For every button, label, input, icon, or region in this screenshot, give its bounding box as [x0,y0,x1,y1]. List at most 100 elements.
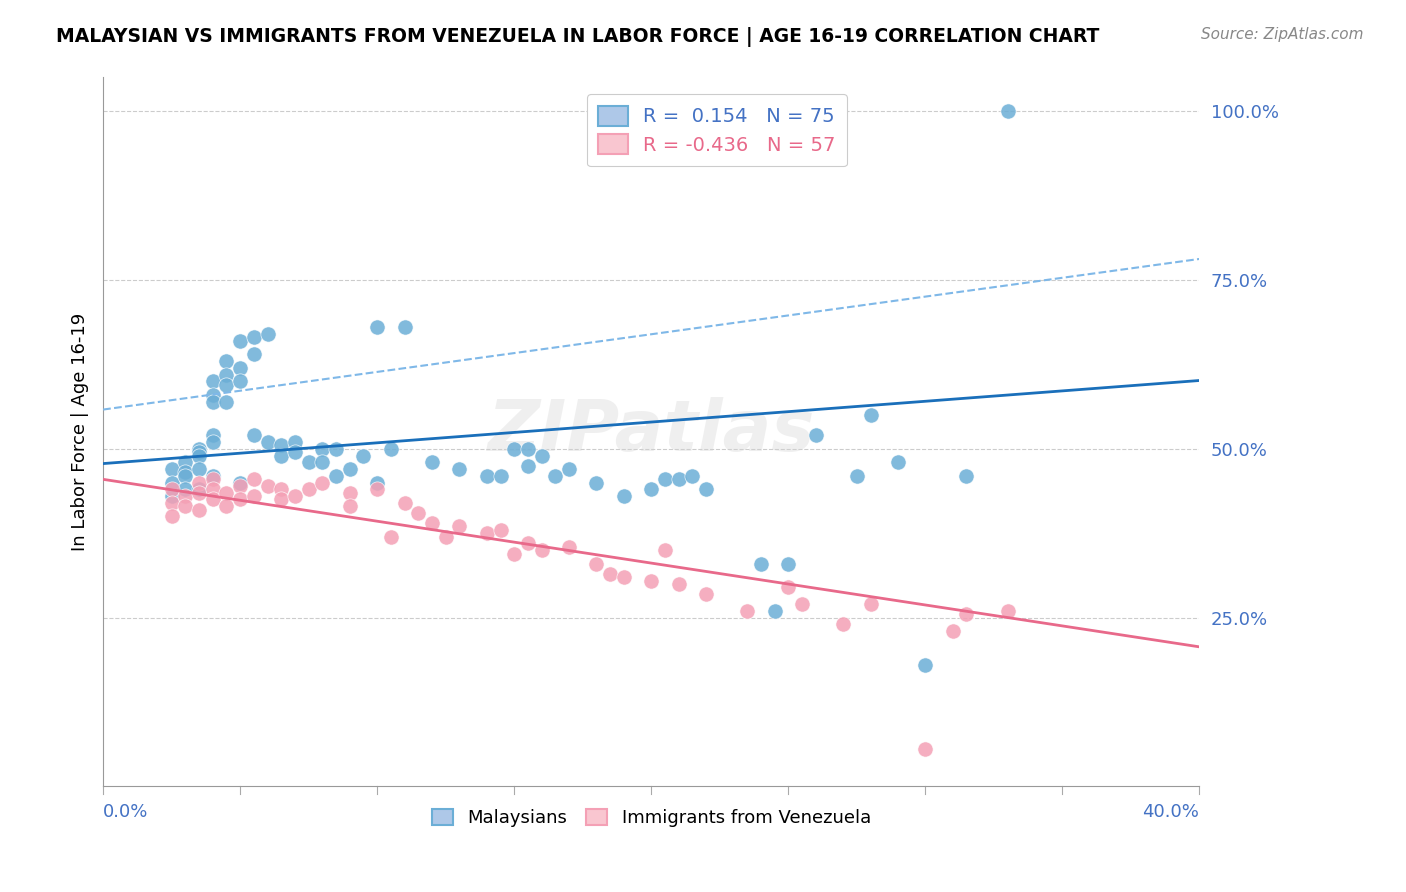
Point [955,607,977,622]
Point [530,449,553,463]
Point [366,483,388,497]
Point [859,408,882,422]
Point [640,574,662,588]
Point [585,557,607,571]
Point [229,334,252,348]
Point [229,475,252,490]
Point [256,435,278,450]
Point [516,536,538,550]
Point [516,442,538,456]
Point [201,435,224,450]
Point [997,104,1019,119]
Point [516,458,538,473]
Point [325,468,347,483]
Point [380,530,402,544]
Text: MALAYSIAN VS IMMIGRANTS FROM VENEZUELA IN LABOR FORCE | AGE 16-19 CORRELATION CH: MALAYSIAN VS IMMIGRANTS FROM VENEZUELA I… [56,27,1099,46]
Point [942,624,965,639]
Point [763,604,786,618]
Point [201,492,224,507]
Point [215,485,238,500]
Point [284,489,307,503]
Point [229,360,252,375]
Point [201,472,224,486]
Point [188,475,211,490]
Point [914,657,936,672]
Point [325,442,347,456]
Point [215,377,238,392]
Point [380,442,402,456]
Text: 40.0%: 40.0% [1143,803,1199,821]
Point [311,455,333,469]
Point [270,449,292,463]
Point [243,428,266,442]
Point [845,468,868,483]
Point [695,483,717,497]
Point [434,530,457,544]
Point [859,597,882,611]
Legend: Malaysians, Immigrants from Venezuela: Malaysians, Immigrants from Venezuela [425,802,879,834]
Text: Source: ZipAtlas.com: Source: ZipAtlas.com [1201,27,1364,42]
Point [558,462,581,476]
Point [778,580,800,594]
Point [339,485,361,500]
Point [735,604,758,618]
Point [654,472,676,486]
Point [353,449,375,463]
Point [558,540,581,554]
Point [681,468,703,483]
Point [160,509,183,524]
Point [585,475,607,490]
Point [188,442,211,456]
Point [997,604,1019,618]
Point [188,485,211,500]
Point [160,483,183,497]
Point [256,326,278,341]
Point [695,587,717,601]
Point [256,479,278,493]
Point [475,526,498,541]
Point [188,462,211,476]
Point [311,442,333,456]
Point [530,543,553,558]
Point [215,354,238,368]
Point [284,435,307,450]
Point [887,455,910,469]
Point [188,449,211,463]
Point [832,617,855,632]
Point [613,489,636,503]
Point [215,368,238,382]
Point [174,489,197,503]
Point [215,394,238,409]
Text: 0.0%: 0.0% [103,803,149,821]
Point [640,483,662,497]
Point [160,489,183,503]
Point [955,468,977,483]
Point [201,388,224,402]
Point [201,394,224,409]
Point [174,466,197,480]
Point [544,468,567,483]
Text: ZIPatlas: ZIPatlas [488,398,815,467]
Point [668,472,690,486]
Point [188,502,211,516]
Point [449,462,471,476]
Point [613,570,636,584]
Point [243,489,266,503]
Point [243,330,266,344]
Point [229,374,252,388]
Point [160,496,183,510]
Point [188,445,211,459]
Point [339,500,361,514]
Point [420,455,443,469]
Point [449,519,471,533]
Point [270,483,292,497]
Point [914,742,936,756]
Point [243,347,266,361]
Point [229,479,252,493]
Point [503,442,526,456]
Point [243,472,266,486]
Point [174,455,197,469]
Point [201,483,224,497]
Point [174,483,197,497]
Point [188,483,211,497]
